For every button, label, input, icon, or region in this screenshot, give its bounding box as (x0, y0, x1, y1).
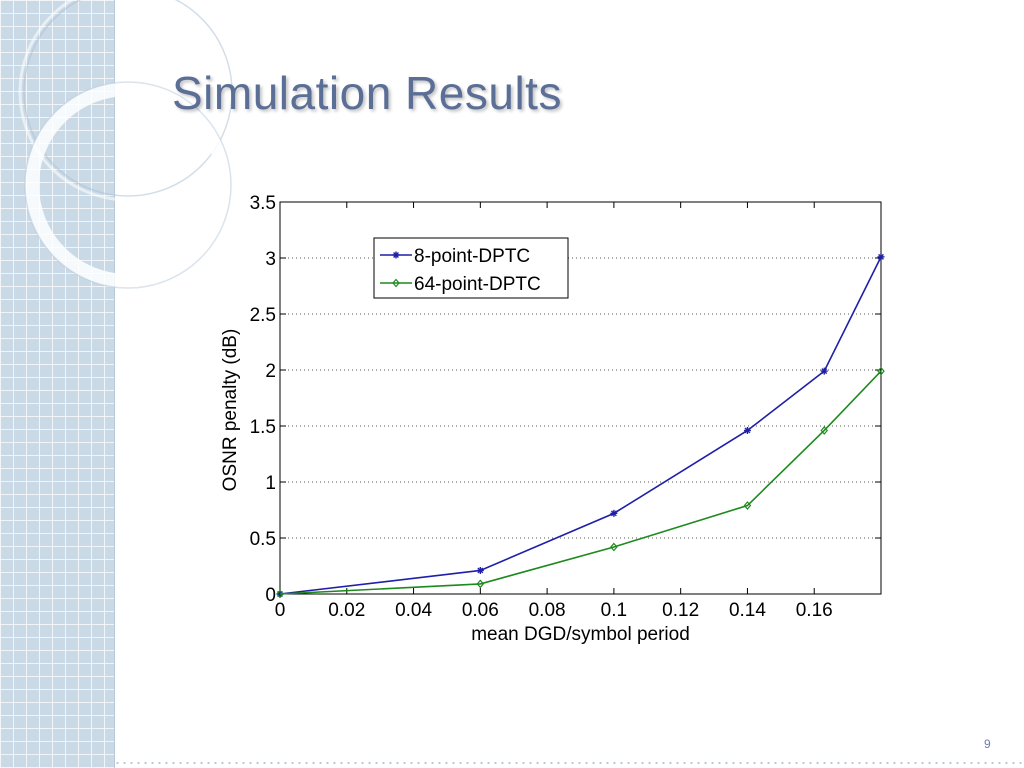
y-tick-label: 3.5 (250, 193, 276, 214)
plot-area (280, 202, 881, 594)
series-2-point (743, 501, 752, 510)
y-tick-label: 1 (265, 473, 276, 494)
legend-marker-1 (392, 251, 400, 259)
series-2-point (877, 366, 885, 376)
series-line-2 (279, 370, 882, 595)
y-tick-label: 0 (265, 585, 276, 606)
decorative-rings (18, 0, 238, 289)
page-number: 9 (984, 737, 991, 751)
series-1-point (476, 566, 484, 574)
y-tick-label: 0.5 (250, 529, 276, 550)
series-1-point (743, 426, 751, 434)
series-1-point (610, 509, 618, 517)
x-tick-label: 0 (275, 600, 286, 621)
y-tick-label: 2.5 (250, 305, 276, 326)
series-1-point (820, 367, 828, 375)
axes-frame (279, 201, 882, 595)
x-tick-label: 0.02 (328, 600, 365, 621)
legend-marker-2 (392, 278, 400, 288)
legend-box (373, 237, 569, 299)
x-tick-label: 0.1 (601, 600, 627, 621)
series-2-point (610, 542, 618, 552)
bottom-divider (114, 762, 1024, 764)
series-1-point (877, 253, 885, 261)
x-tick-label: 0.12 (662, 600, 699, 621)
slide-title: Simulation Results (172, 67, 562, 119)
x-tick-label: 0.08 (529, 600, 566, 621)
series-2-point (476, 579, 485, 589)
x-tick-label: 0.14 (729, 600, 766, 621)
y-axis-label: OSNR penalty (dB) (220, 329, 241, 492)
x-tick-label: 0.16 (796, 600, 833, 621)
x-tick-label: 0.04 (395, 600, 432, 621)
legend-label-2: 64-point-DPTC (414, 274, 541, 295)
y-tick-label: 3 (265, 249, 276, 270)
series-2-point (820, 426, 829, 435)
series-line-1 (279, 256, 882, 595)
legend-label-1: 8-point-DPTC (414, 246, 530, 267)
x-tick-label: 0.06 (462, 600, 499, 621)
x-axis-label: mean DGD/symbol period (471, 624, 690, 645)
y-tick-label: 1.5 (250, 417, 276, 438)
y-tick-label: 2 (265, 361, 276, 382)
series-2-point (276, 589, 284, 599)
